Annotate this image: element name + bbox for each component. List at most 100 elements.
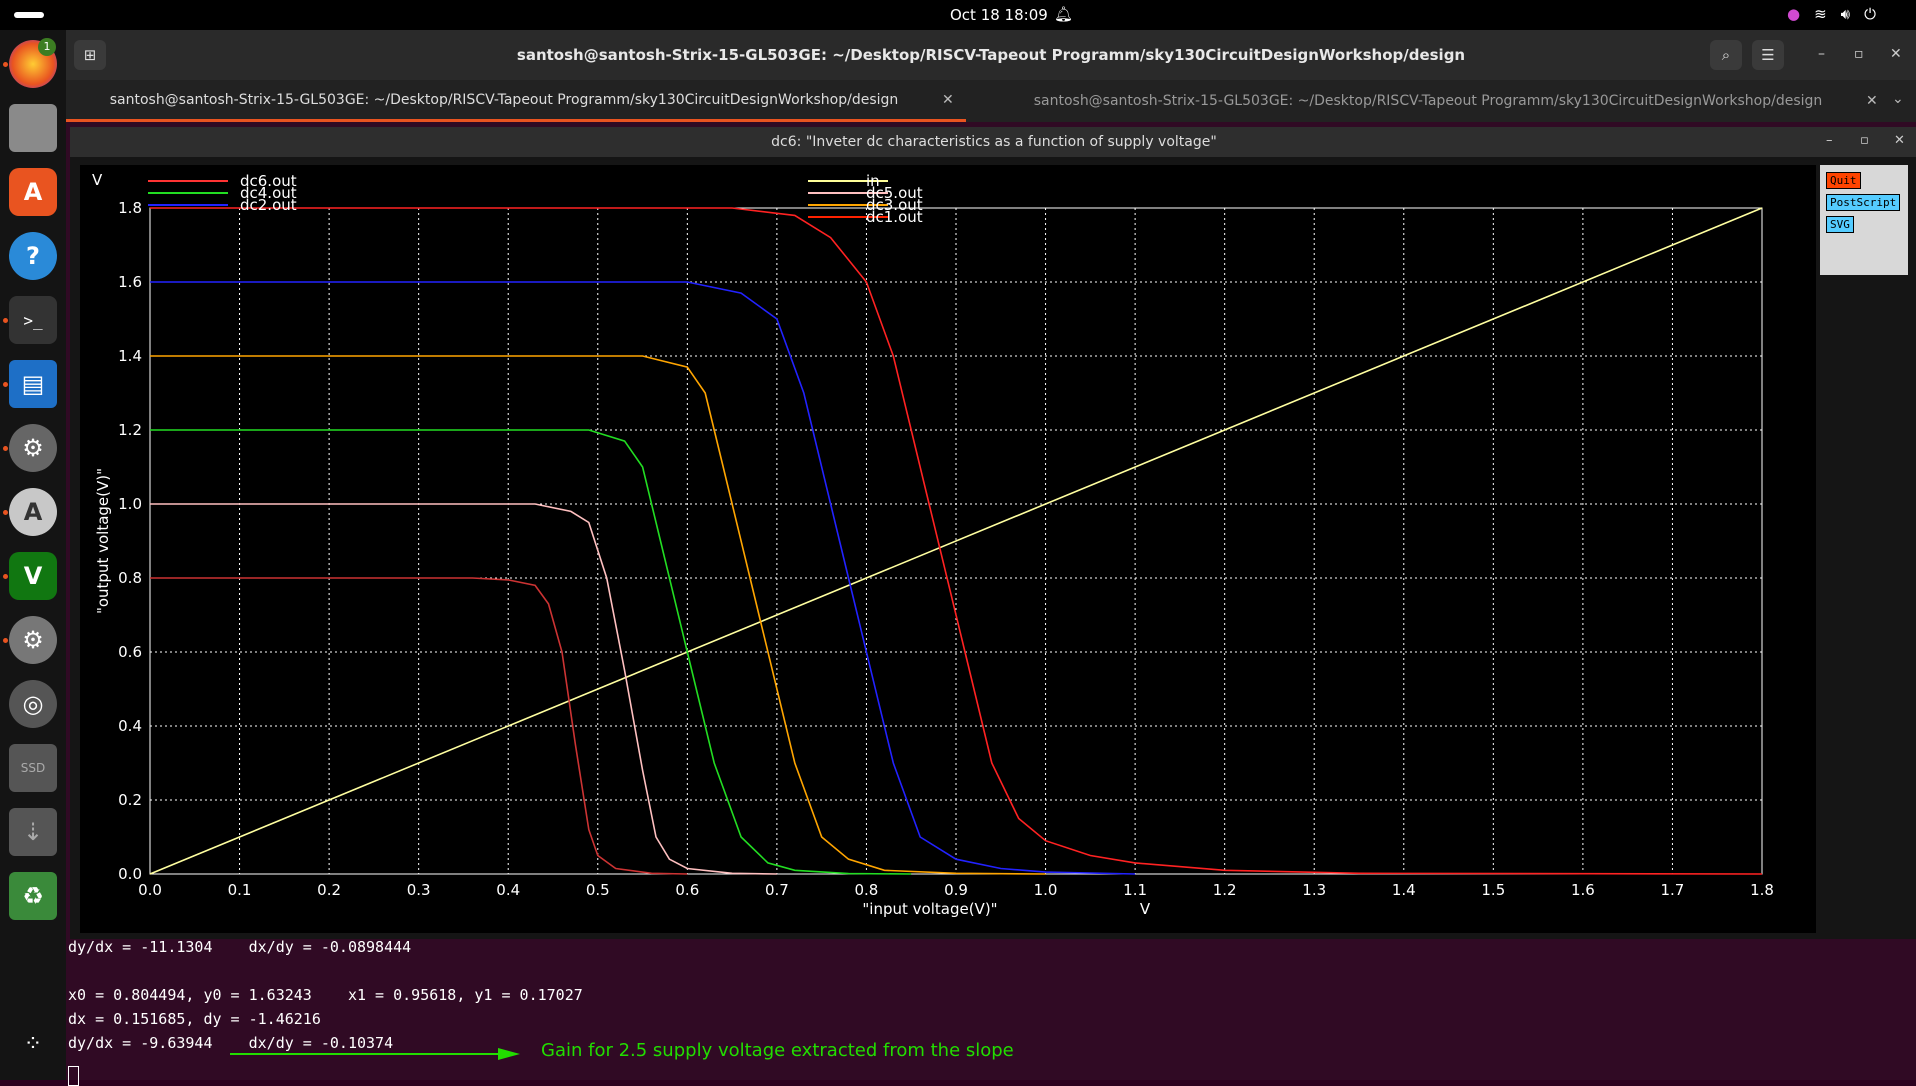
y-tick-label: 0.0 (118, 865, 142, 883)
vim-icon[interactable]: V (9, 552, 57, 600)
legend-label: dc2.out (240, 196, 297, 214)
dock: 1 A ? >_ ▤ ⚙ A V ⚙ ◎ SSD ⇣ ♻ ⁘ (0, 30, 66, 1080)
terminal-line: x0 = 0.804494, y0 = 1.63243 x1 = 0.95618… (68, 986, 583, 1004)
x-tick-label: 0.0 (138, 881, 162, 899)
y-tick-label: 0.8 (118, 569, 142, 587)
clock[interactable]: Oct 18 18:09 (950, 6, 1048, 24)
menu-button[interactable]: ☰ (1752, 40, 1784, 70)
y-tick-label: 0.4 (118, 717, 142, 735)
plot-window-title: dc6: "Inveter dc characteristics as a fu… (771, 134, 1217, 150)
x-tick-label: 0.8 (855, 881, 879, 899)
quit-button[interactable]: Quit (1826, 172, 1861, 189)
ssd-icon[interactable]: SSD (9, 744, 57, 792)
top-bar: Oct 18 18:09 🔔︎ ● ≋ 🔊︎ ⏻ (0, 0, 1916, 30)
terminal-title: santosh@santosh-Strix-15-GL503GE: ~/Desk… (516, 46, 1466, 64)
x-tick-label: 1.0 (1034, 881, 1058, 899)
search-button[interactable]: ⌕ (1710, 40, 1742, 70)
y-tick-label: 1.8 (118, 199, 142, 217)
x-tick-label: 1.4 (1392, 881, 1416, 899)
tab-close-icon[interactable]: ✕ (942, 91, 954, 108)
x-unit-label: V (1140, 900, 1151, 918)
series-line-dc6-out (150, 577, 688, 875)
series-line-dc4-out (150, 429, 912, 875)
series-line-dc5-out (150, 503, 777, 875)
x-tick-label: 0.7 (765, 881, 789, 899)
legend-label: dc5.out (866, 184, 923, 202)
help-icon[interactable]: ? (9, 232, 57, 280)
wifi-icon[interactable]: ≋ (1814, 5, 1827, 23)
legend-label: dc1.out (866, 208, 923, 226)
bell-icon: 🔔︎ (1054, 5, 1074, 23)
x-tick-label: 0.4 (496, 881, 520, 899)
close-icon[interactable]: ✕ (1890, 46, 1902, 62)
terminal-line: dx = 0.151685, dy = -1.46216 (68, 1010, 321, 1028)
dc-transfer-chart[interactable]: 0.0 0.1 0.2 0.3 0.4 0.5 0.6 0.7 0.8 0.9 1.0 1.1 1.2 1… (80, 165, 1816, 933)
x-tick-label: 1.3 (1302, 881, 1326, 899)
series-line-dc3-out (150, 355, 1046, 875)
x-tick-label: 1.7 (1661, 881, 1685, 899)
minimize-icon[interactable]: – (1826, 133, 1833, 148)
series-line-dc1-out (150, 207, 1763, 875)
system-tray[interactable]: ● ≋ 🔊︎ ⏻ (1787, 5, 1876, 23)
y-unit-label: V (92, 171, 103, 189)
maximize-icon[interactable]: ▫ (1860, 133, 1869, 148)
x-tick-label: 1.8 (1750, 881, 1774, 899)
activities-button[interactable] (14, 12, 44, 18)
plot-titlebar: dc6: "Inveter dc characteristics as a fu… (70, 127, 1916, 157)
y-axis-label: "output voltage(V)" (94, 468, 112, 614)
terminal-tabs: santosh@santosh-Strix-15-GL503GE: ~/Desk… (66, 80, 1916, 122)
plot-area[interactable]: 0.0 0.1 0.2 0.3 0.4 0.5 0.6 0.7 0.8 0.9 1.0 1.1 1.2 1… (80, 165, 1816, 933)
terminal-line: dy/dx = -9.63944 dx/dy = -0.10374 (68, 1034, 394, 1052)
new-tab-button[interactable]: ⊞ (74, 40, 106, 70)
tabs-overflow-icon[interactable]: ⌄ (1892, 91, 1904, 107)
y-tick-label: 0.6 (118, 643, 142, 661)
x-tick-label: 0.9 (944, 881, 968, 899)
x-tick-label: 1.2 (1213, 881, 1237, 899)
plot-button-panel: Quit PostScript SVG (1820, 165, 1908, 275)
tab-terminal-1[interactable]: santosh@santosh-Strix-15-GL503GE: ~/Desk… (66, 80, 966, 122)
notification-badge: 1 (38, 38, 56, 56)
y-tick-label: 1.4 (118, 347, 142, 365)
files-icon[interactable] (9, 104, 57, 152)
x-tick-label: 0.3 (407, 881, 431, 899)
terminal-line: dy/dx = -11.1304 dx/dy = -0.0898444 (68, 938, 412, 956)
power-icon[interactable]: ⏻ (1864, 5, 1876, 23)
trash-icon[interactable]: ♻ (9, 872, 57, 920)
annotation-text: Gain for 2.5 supply voltage extracted fr… (541, 1040, 1014, 1061)
tab-terminal-2[interactable]: santosh@santosh-Strix-15-GL503GE: ~/Desk… (990, 80, 1890, 122)
x-tick-label: 0.6 (675, 881, 699, 899)
terminal-titlebar: ⊞ santosh@santosh-Strix-15-GL503GE: ~/De… (66, 30, 1916, 80)
series-line-in (149, 207, 1763, 875)
annotation-arrow (230, 1048, 520, 1060)
x-tick-label: 1.6 (1571, 881, 1595, 899)
apps-grid-icon[interactable]: ⁘ (23, 1031, 43, 1057)
tab-close-icon[interactable]: ✕ (1866, 93, 1878, 109)
svg-button[interactable]: SVG (1826, 216, 1854, 233)
tab-label: santosh@santosh-Strix-15-GL503GE: ~/Desk… (1033, 93, 1823, 109)
disc-icon[interactable]: ◎ (9, 680, 57, 728)
volume-icon[interactable]: 🔊︎ (1840, 5, 1851, 23)
writer-icon[interactable]: ▤ (9, 360, 57, 408)
x-axis-label: "input voltage(V)" (862, 900, 997, 918)
minimize-icon[interactable]: – (1818, 46, 1825, 62)
maximize-icon[interactable]: ▫ (1854, 46, 1864, 62)
archive-icon[interactable]: A (9, 488, 57, 536)
x-tick-label: 0.1 (228, 881, 252, 899)
legend-label: dc3.out (866, 196, 923, 214)
plot-window: dc6: "Inveter dc characteristics as a fu… (70, 127, 1916, 939)
settings-icon[interactable]: ⚙ (9, 616, 57, 664)
y-tick-label: 0.2 (118, 791, 142, 809)
x-tick-label: 1.1 (1123, 881, 1147, 899)
settings-gear-icon[interactable]: ⚙ (9, 424, 57, 472)
y-tick-label: 1.6 (118, 273, 142, 291)
usb-icon[interactable]: ⇣ (9, 808, 57, 856)
y-tick-label: 1.0 (118, 495, 142, 513)
app-indicator-icon[interactable]: ● (1787, 5, 1801, 23)
legend-label: dc4.out (240, 184, 297, 202)
close-icon[interactable]: ✕ (1894, 133, 1905, 148)
app-center-icon[interactable]: A (9, 168, 57, 216)
terminal-icon[interactable]: >_ (9, 296, 57, 344)
postscript-button[interactable]: PostScript (1826, 194, 1901, 211)
legend-label: dc6.out (240, 172, 297, 190)
x-tick-label: 1.5 (1481, 881, 1505, 899)
